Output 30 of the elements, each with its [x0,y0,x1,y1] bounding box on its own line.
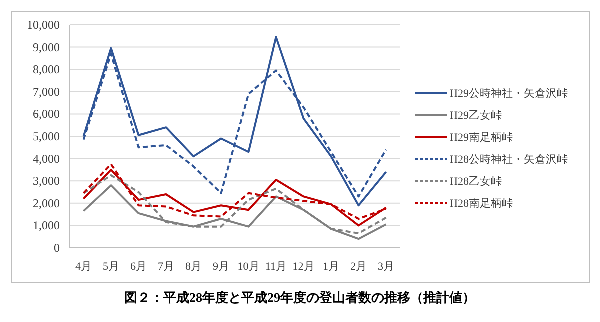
legend-label: H28乙女峠 [450,175,502,188]
y-tick-label: 2,000 [33,196,60,210]
x-tick-label: 3月 [378,261,394,273]
y-tick-label: 8,000 [33,62,60,77]
y-tick-label: 6,000 [33,107,60,122]
x-tick-label: 6月 [130,261,147,273]
x-tick-label: 1月 [323,261,340,273]
x-tick-label: 8月 [186,261,202,273]
y-tick-label: 1,000 [33,218,60,233]
x-tick-label: 4月 [76,261,92,273]
legend-label: H29公時神社・矢倉沢峠 [450,87,568,100]
y-tick-label: 10,000 [27,18,60,32]
x-tick-label: 11月 [265,261,288,273]
x-tick-label: 2月 [350,261,367,273]
y-tick-label: 3,000 [33,174,60,188]
legend-label: H29乙女峠 [450,109,502,122]
legend-label: H29南足柄峠 [450,131,513,144]
x-tick-label: 12月 [292,261,315,273]
y-tick-label: 4,000 [33,152,60,166]
y-tick-label: 5,000 [33,130,60,144]
x-tick-label: 9月 [213,261,230,273]
y-tick-label: 9,000 [33,40,60,54]
x-tick-label: 5月 [103,261,120,273]
text: 図２：平成28年度と平成29年度の登山者数の推移（推計値） [124,290,476,305]
legend-label: H28南足柄峠 [450,197,513,210]
x-tick-label: 7月 [158,261,174,273]
y-tick-label: 7,000 [33,84,60,99]
legend-label: H28公時神社・矢倉沢峠 [450,153,568,166]
x-tick-label: 10月 [238,261,260,273]
y-tick-label: 0 [54,241,60,255]
